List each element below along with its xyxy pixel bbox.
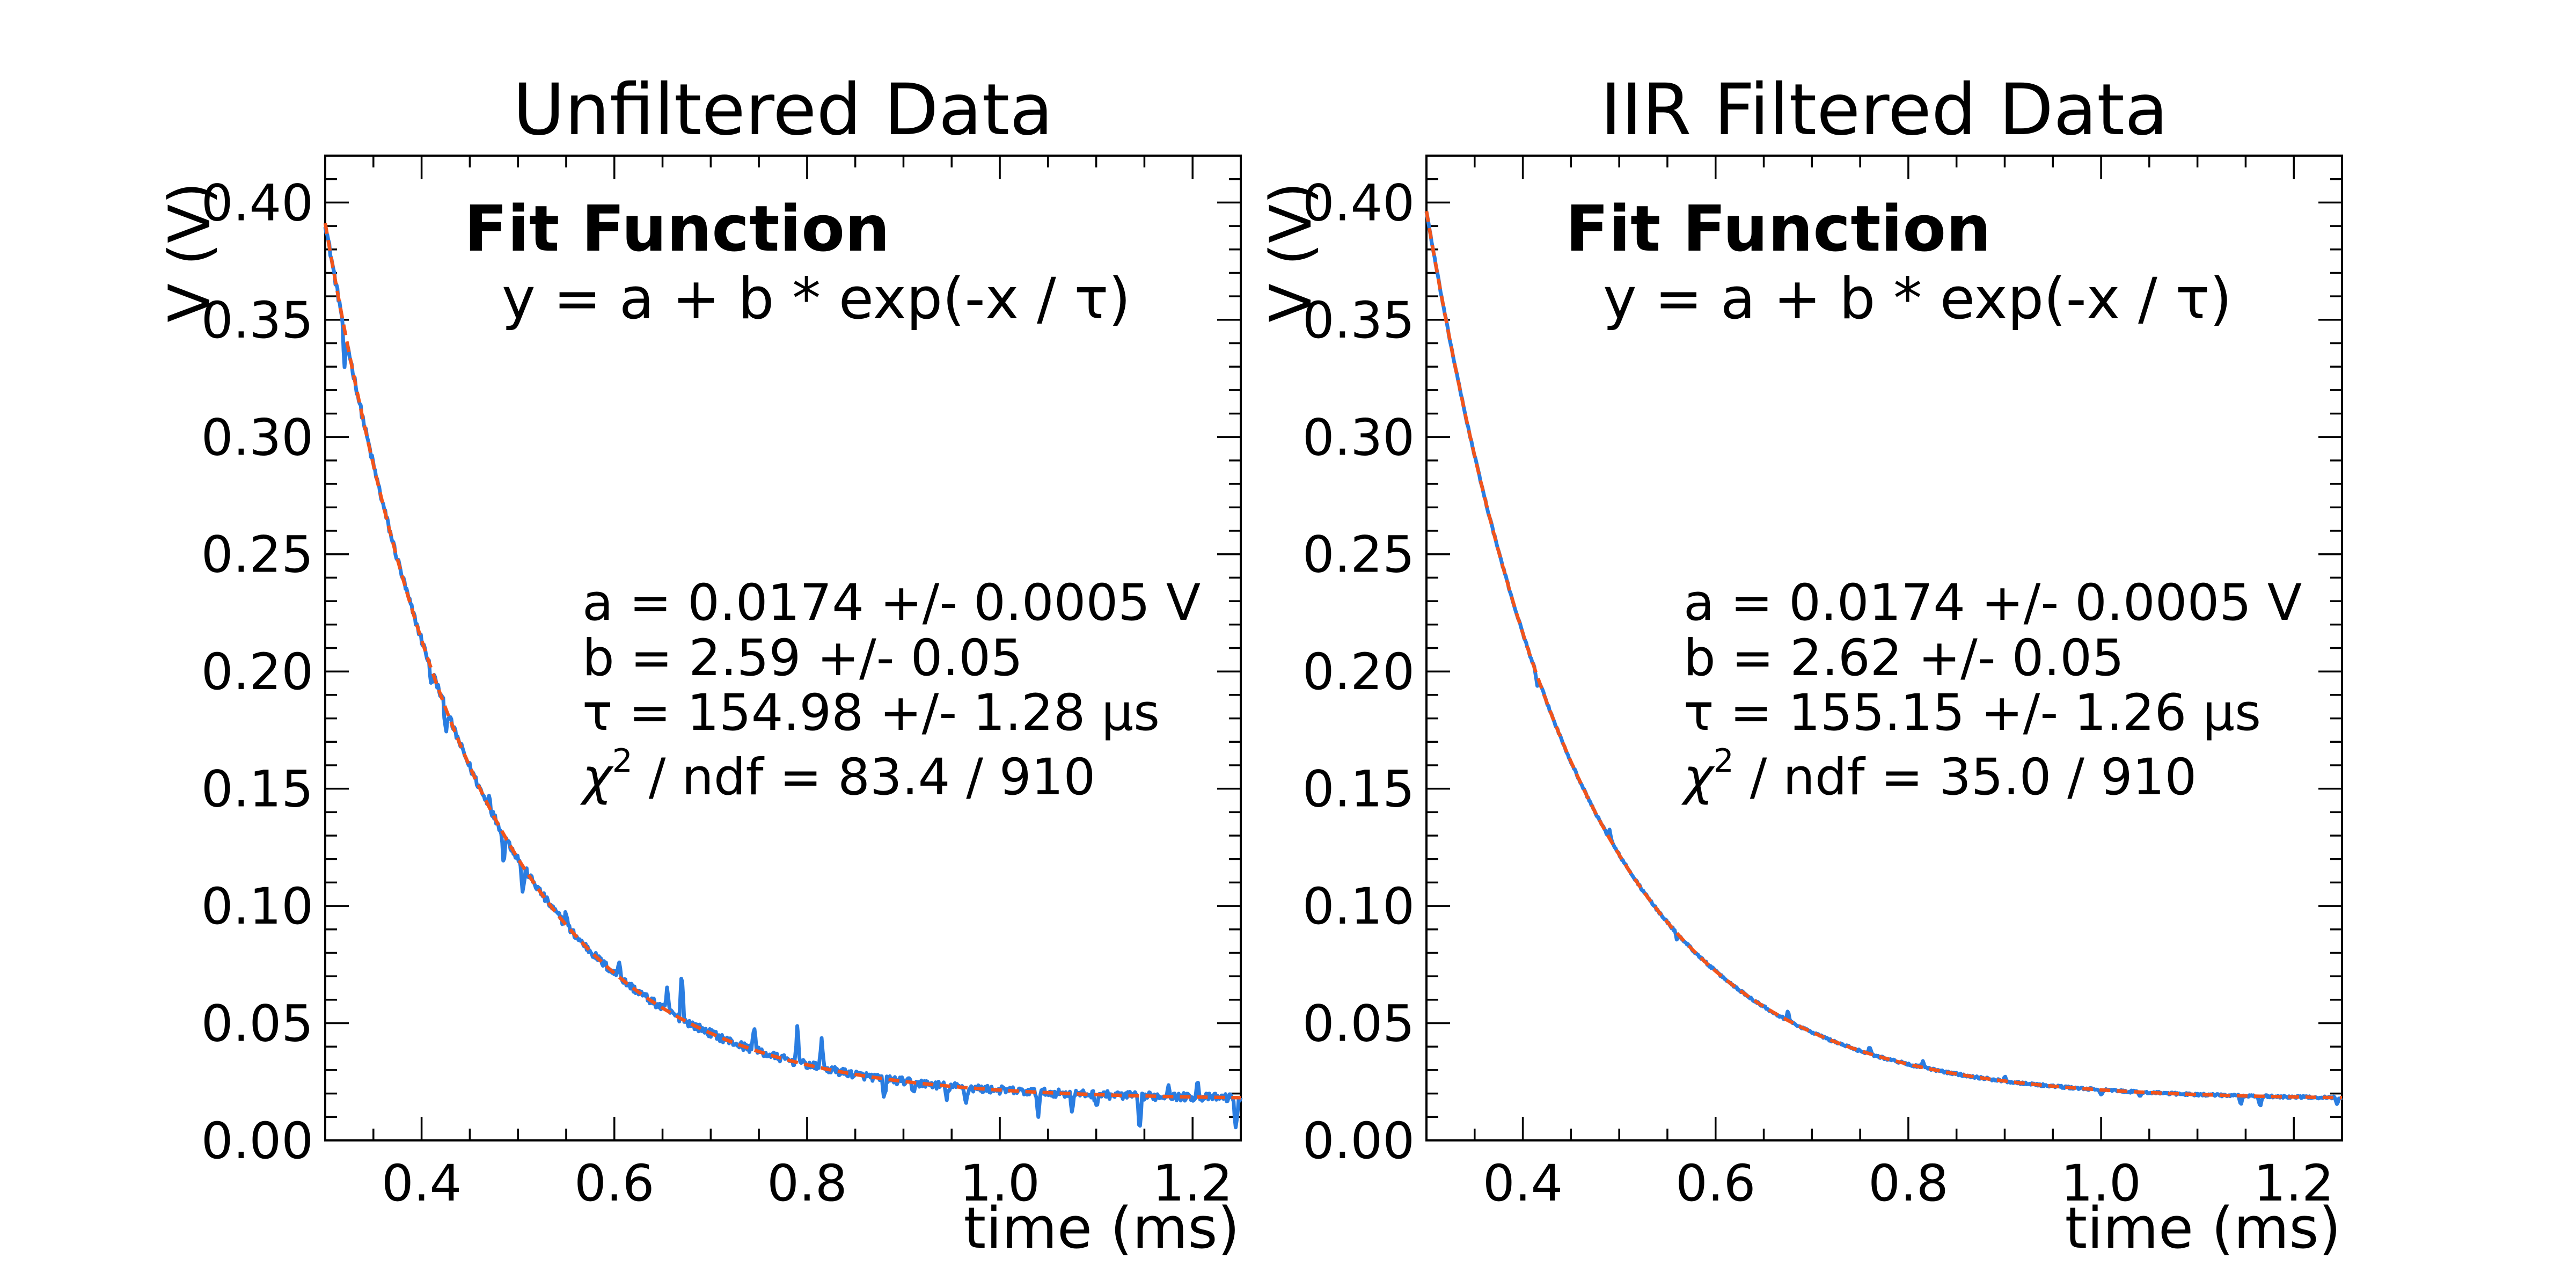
x-tick-label: 1.0 <box>960 1154 1040 1213</box>
y-tick-label: 0.25 <box>201 526 313 584</box>
y-tick-label: 0.05 <box>1302 995 1415 1053</box>
tick-marks <box>324 155 1242 1141</box>
y-tick-label: 0.20 <box>1302 643 1415 701</box>
chi-ndf: / ndf = 83.4 / 910 <box>633 748 1095 807</box>
x-tick-label: 0.6 <box>1675 1154 1756 1213</box>
y-tick-labels: 0.00 0.05 0.10 0.15 0.20 0.25 0.30 0.35 0.40 <box>201 174 313 1170</box>
panel-unfiltered: Unfiltered Data V (V) time (ms) 0.00 0.05… <box>157 69 1243 1261</box>
param-chi2: χ2 / ndf = 35.0 / 910 <box>1681 742 2197 807</box>
x-tick-label: 0.8 <box>767 1154 847 1213</box>
x-tick-labels: 0.4 0.6 0.8 1.0 1.2 <box>382 1154 1233 1213</box>
y-tick-label: 0.35 <box>1302 291 1415 350</box>
chi-superscript: 2 <box>1714 742 1734 780</box>
fit-function-heading: Fit Function <box>1565 192 1991 266</box>
x-axis-label: time (ms) <box>964 1195 1240 1261</box>
fit-formula: y = a + b * exp(-x / τ) <box>502 266 1131 332</box>
y-tick-labels: 0.00 0.05 0.10 0.15 0.20 0.25 0.30 0.35 0.40 <box>1302 174 1415 1170</box>
x-tick-label: 0.8 <box>1868 1154 1949 1213</box>
x-tick-label: 0.4 <box>1483 1154 1563 1213</box>
x-tick-label: 0.4 <box>382 1154 462 1213</box>
param-b: b = 2.62 +/- 0.05 <box>1684 629 2124 687</box>
chi-symbol: χ <box>1681 748 1715 807</box>
chi-symbol: χ <box>580 748 614 807</box>
fit-function-heading: Fit Function <box>464 192 890 266</box>
param-tau: τ = 154.98 +/- 1.28 μs <box>582 684 1160 742</box>
x-tick-label: 0.6 <box>574 1154 655 1213</box>
y-tick-label: 0.05 <box>201 995 313 1053</box>
y-tick-label: 0.30 <box>1302 408 1415 467</box>
y-tick-label: 0.40 <box>201 174 313 232</box>
x-tick-label: 1.0 <box>2061 1154 2141 1213</box>
y-tick-label: 0.10 <box>201 877 313 936</box>
fit-series-line <box>1424 210 2343 1100</box>
param-a: a = 0.0174 +/- 0.0005 V <box>1684 574 2302 632</box>
panel-iir-filtered: IIR Filtered Data V (V) time (ms) 0.000.… <box>1258 69 2343 1261</box>
y-tick-label: 0.00 <box>201 1112 313 1170</box>
y-tick-label: 0.25 <box>1302 526 1415 584</box>
y-tick-label: 0.15 <box>201 760 313 819</box>
param-b: b = 2.59 +/- 0.05 <box>582 629 1023 687</box>
x-tick-label: 1.2 <box>1152 1154 1233 1213</box>
tick-marks <box>1425 155 2343 1141</box>
panel-title: IIR Filtered Data <box>1600 69 2168 151</box>
y-tick-label: 0.30 <box>201 408 313 467</box>
param-a: a = 0.0174 +/- 0.0005 V <box>582 574 1201 632</box>
param-tau: τ = 155.15 +/- 1.26 μs <box>1684 684 2261 742</box>
y-tick-label: 0.20 <box>201 643 313 701</box>
y-tick-label: 0.00 <box>1302 1112 1415 1170</box>
chi-superscript: 2 <box>612 742 633 780</box>
x-axis-label: time (ms) <box>2065 1195 2341 1261</box>
chi-ndf: / ndf = 35.0 / 910 <box>1734 748 2197 807</box>
y-tick-label: 0.35 <box>201 291 313 350</box>
param-chi2: χ2 / ndf = 83.4 / 910 <box>580 742 1095 807</box>
y-tick-label: 0.40 <box>1302 174 1415 232</box>
y-tick-label: 0.15 <box>1302 760 1415 819</box>
fit-formula: y = a + b * exp(-x / τ) <box>1603 266 2232 332</box>
x-tick-label: 1.2 <box>2253 1154 2334 1213</box>
panel-title: Unfiltered Data <box>513 69 1053 151</box>
y-axis-label: V (V) <box>157 182 223 322</box>
y-tick-label: 0.10 <box>1302 877 1415 936</box>
x-tick-labels: 0.4 0.6 0.8 1.0 1.2 <box>1483 1154 2334 1213</box>
y-axis-label: V (V) <box>1258 182 1324 322</box>
